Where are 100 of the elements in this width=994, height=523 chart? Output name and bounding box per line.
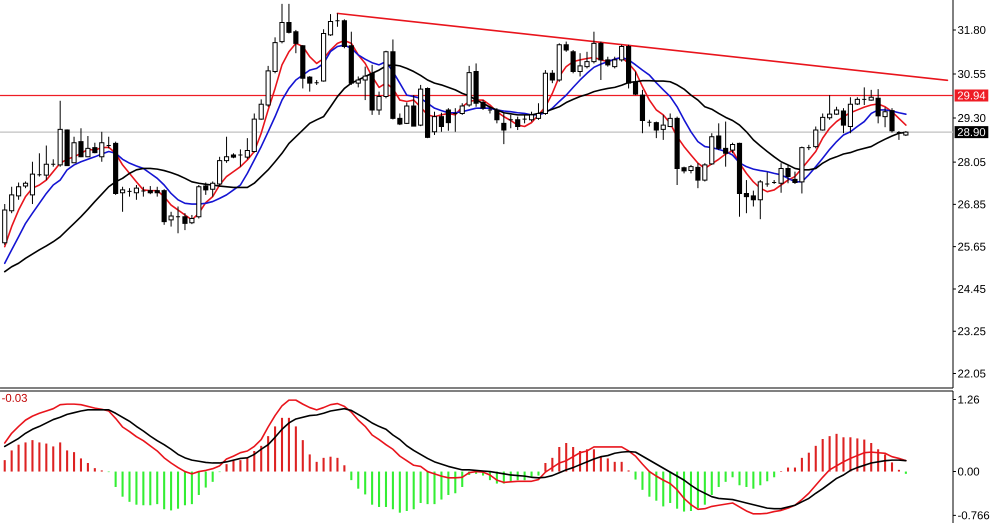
- candlestick: [702, 162, 708, 182]
- bar: [135, 472, 138, 505]
- candlestick: [889, 108, 895, 133]
- bar: [863, 440, 866, 472]
- bar: [704, 472, 706, 505]
- candlestick: [134, 184, 140, 200]
- bar: [420, 472, 422, 503]
- bar: [239, 460, 242, 472]
- bar: [433, 472, 436, 504]
- candlestick: [882, 106, 888, 128]
- bar: [226, 464, 228, 472]
- bar: [773, 472, 776, 478]
- bar: [149, 472, 152, 506]
- bar: [253, 450, 256, 472]
- bar: [170, 472, 172, 510]
- bar: [412, 472, 415, 510]
- bar: [86, 462, 89, 472]
- bar: [350, 472, 352, 480]
- candlestick: [577, 52, 583, 77]
- candlestick: [286, 3, 292, 34]
- bar: [280, 418, 284, 472]
- bar: [384, 472, 388, 507]
- bar: [648, 472, 650, 497]
- y-tick-label: 24.45: [958, 284, 986, 293]
- bar: [24, 442, 27, 472]
- bar: [343, 465, 346, 472]
- y-tick-label: 25.65: [958, 242, 986, 251]
- bar: [288, 418, 290, 472]
- bar: [52, 446, 54, 472]
- bar: [620, 462, 623, 472]
- candlestick: [328, 14, 334, 36]
- bar: [614, 462, 616, 472]
- bar: [800, 458, 803, 472]
- y-tick-label: 29.30: [958, 114, 986, 122]
- bar: [122, 472, 124, 497]
- y-tick-label: 26.85: [958, 200, 986, 208]
- candlestick: [16, 182, 22, 200]
- bar: [4, 460, 6, 472]
- bar: [128, 472, 131, 502]
- bar: [357, 472, 360, 489]
- bar: [274, 426, 276, 472]
- bar: [336, 458, 338, 472]
- bar: [447, 472, 450, 495]
- ref-line-label: 29.94: [958, 91, 986, 100]
- candlestick: [792, 171, 798, 184]
- bar: [842, 437, 845, 472]
- candlestick: [78, 128, 84, 158]
- y-tick-label: 23.25: [958, 327, 986, 336]
- bar: [724, 472, 727, 482]
- bar: [836, 434, 838, 472]
- bar: [544, 462, 546, 472]
- bar: [308, 454, 311, 472]
- candlestick: [515, 116, 520, 131]
- bar: [190, 472, 193, 504]
- candlestick: [480, 100, 486, 110]
- candlestick: [85, 136, 90, 158]
- bar: [766, 472, 768, 482]
- candlestick: [591, 31, 597, 64]
- bar: [738, 472, 741, 486]
- candlestick: [840, 108, 846, 134]
- bar: [606, 458, 609, 472]
- candlestick: [460, 102, 465, 116]
- bar: [267, 436, 270, 472]
- bar: [302, 440, 304, 472]
- y-tick-label: 31.80: [958, 26, 986, 34]
- bar: [66, 450, 68, 472]
- bar: [294, 426, 297, 472]
- bar: [184, 472, 186, 506]
- bar: [378, 472, 380, 507]
- candlestick: [501, 112, 506, 145]
- candlestick: [376, 91, 382, 116]
- bar: [73, 452, 76, 472]
- candlestick: [730, 142, 736, 154]
- bar: [814, 446, 817, 472]
- candlestick: [632, 71, 638, 96]
- candlestick: [528, 111, 534, 122]
- bar: [759, 472, 762, 486]
- bar: [745, 472, 748, 487]
- bar: [94, 468, 96, 472]
- candlestick: [224, 136, 230, 164]
- bar: [316, 462, 318, 472]
- bar: [537, 472, 540, 476]
- bar: [454, 472, 456, 494]
- candlestick: [848, 96, 853, 134]
- candlestick: [189, 214, 194, 225]
- y-tick-label: 0.00: [958, 468, 980, 476]
- bar: [426, 472, 429, 504]
- bar: [710, 472, 713, 495]
- bar: [662, 472, 664, 506]
- bar: [246, 458, 248, 472]
- candlestick: [432, 111, 438, 136]
- candlestick: [778, 162, 784, 194]
- bar: [634, 472, 637, 480]
- bar: [10, 450, 13, 472]
- candlestick: [71, 136, 77, 164]
- bar: [828, 436, 831, 472]
- bar: [822, 438, 824, 472]
- candlestick: [438, 112, 444, 132]
- candlestick: [785, 164, 791, 184]
- candlestick: [279, 3, 285, 44]
